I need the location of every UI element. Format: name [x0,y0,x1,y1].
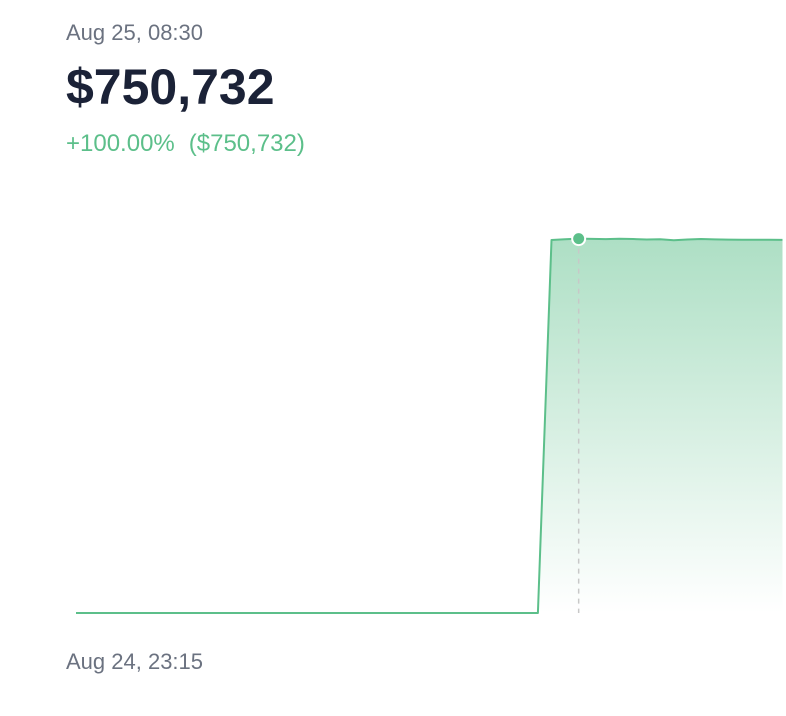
hover-point [571,231,587,247]
area-fill [537,238,783,613]
hover-date: Aug 25, 08:30 [66,20,204,45]
change-percent: +100.00% [66,130,175,157]
change-value: ($750,732) [188,130,305,157]
start-date: Aug 24, 23:15 [66,649,204,674]
change: +100.00% ($750,732) [66,130,305,158]
line [76,237,783,614]
hover-value: $750,732 [66,59,275,115]
